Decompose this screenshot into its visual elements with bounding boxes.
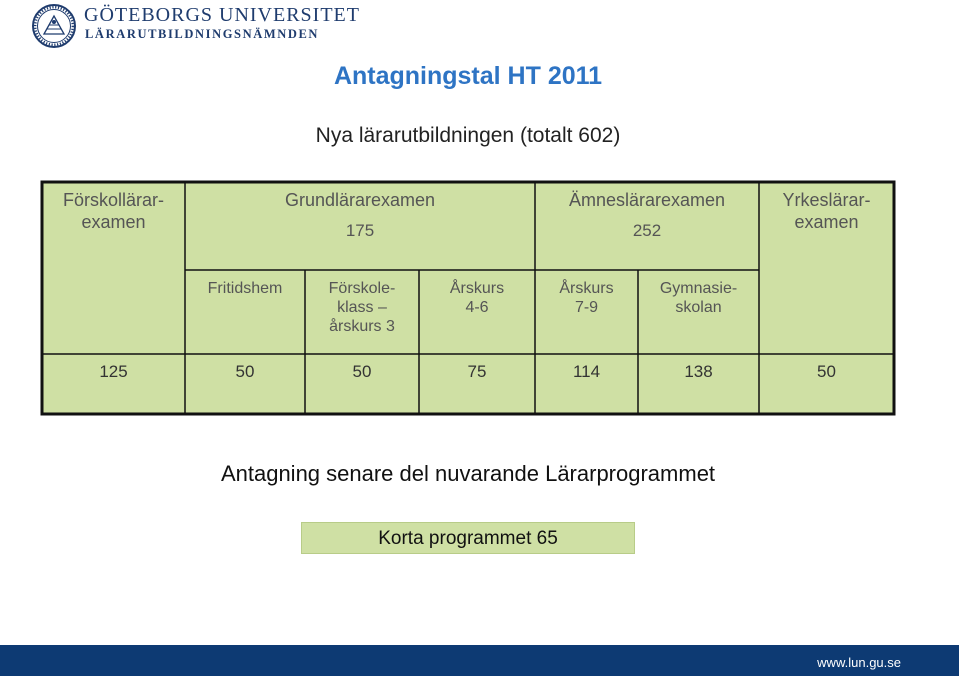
- exam-header-forskollarar: Förskollärar- examen: [62, 190, 164, 232]
- count-gymnasieskolan: 138: [684, 362, 713, 381]
- page-title: Antagningstal HT 2011: [333, 62, 603, 90]
- exam-header-grundlarar: Grundlärarexamen: [284, 190, 436, 210]
- footer-bar: [0, 645, 959, 676]
- subheader-arskurs-4-6: Årskurs 4-6: [449, 280, 505, 317]
- count-fritidshem: 50: [235, 362, 255, 381]
- count-forskoleklass: 50: [352, 362, 372, 381]
- count-forskollarar: 125: [99, 362, 128, 381]
- count-yrkeslarar: 50: [817, 362, 836, 381]
- exam-total-amneslarar: 252: [632, 221, 662, 240]
- exam-total-grundlarar: 175: [345, 221, 375, 240]
- university-seal-icon: [32, 4, 76, 48]
- section-title-current-program: Antagning senare del nuvarande Lärarprog…: [220, 461, 716, 486]
- table-grid-lines: [40, 180, 896, 416]
- subheader-forskoleklass: Förskole- klass – årskurs 3: [328, 280, 396, 336]
- footer-url-link[interactable]: www.lun.gu.se: [817, 655, 901, 670]
- count-arskurs-7-9: 114: [572, 362, 601, 381]
- exam-header-yrkeslarar: Yrkeslärar- examen: [782, 190, 871, 232]
- subheader-fritidshem: Fritidshem: [207, 280, 283, 297]
- admission-table: Förskollärar- examen Grundlärarexamen 17…: [40, 180, 896, 416]
- subheader-arskurs-7-9: Årskurs 7-9: [559, 280, 614, 317]
- exam-header-amneslarar: Ämneslärarexamen: [568, 190, 726, 210]
- subheader-gymnasieskolan: Gymnasie- skolan: [659, 280, 738, 317]
- page-subtitle: Nya lärarutbildningen (totalt 602): [315, 124, 621, 147]
- department-name: LÄRARUTBILDNINGSNÄMNDEN: [85, 27, 320, 41]
- short-program-box: Korta programmet 65: [301, 522, 635, 554]
- university-name: GÖTEBORGS UNIVERSITET: [84, 4, 360, 26]
- count-arskurs-4-6: 75: [467, 362, 487, 381]
